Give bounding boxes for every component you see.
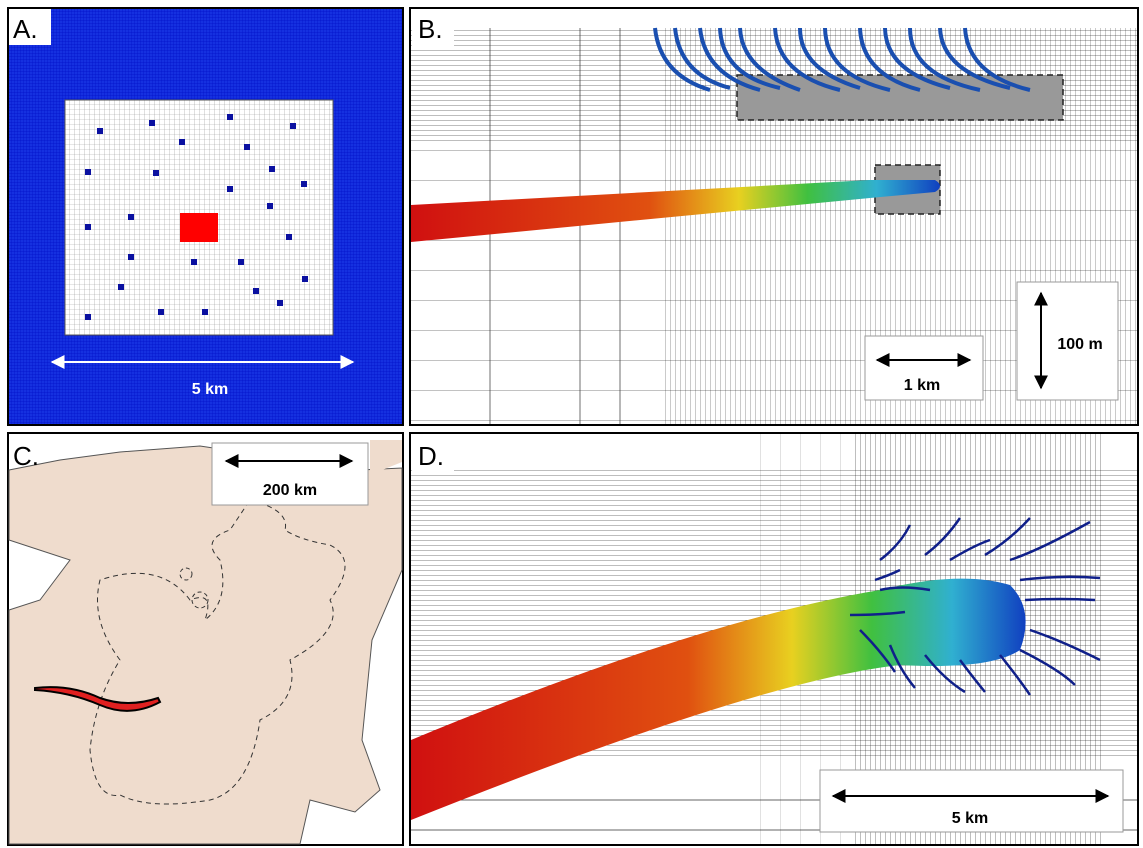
scale-label: 5 km — [952, 810, 988, 827]
panel-a: 5 km A. — [8, 8, 403, 425]
scale-label: 5 km — [192, 381, 228, 398]
panel-b: 1 km 100 m B. — [410, 8, 1138, 425]
panel-c: 200 km C. — [8, 433, 403, 845]
scale-label: 1 km — [904, 377, 940, 394]
panel-label: B. — [418, 14, 443, 44]
panel-label: C. — [13, 441, 39, 471]
scale-label: 100 m — [1057, 336, 1102, 353]
panel-d: 5 km D. — [410, 433, 1138, 845]
panel-label: A. — [13, 14, 38, 44]
figure: 5 km A. 1 km 100 m B. — [0, 0, 1143, 848]
page: 5 km A. 1 km 100 m B. — [0, 0, 1143, 848]
scale-label: 200 km — [263, 482, 317, 499]
land — [9, 446, 402, 844]
panel-label: D. — [418, 441, 444, 471]
injection-zone — [180, 213, 218, 242]
